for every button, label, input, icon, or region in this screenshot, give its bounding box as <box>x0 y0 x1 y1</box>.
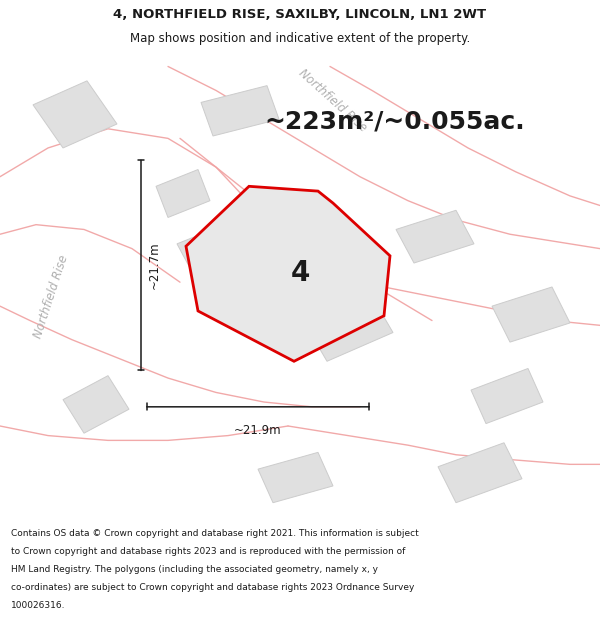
Text: ~21.9m: ~21.9m <box>234 424 282 437</box>
Polygon shape <box>438 442 522 503</box>
Text: 4: 4 <box>290 259 310 287</box>
Polygon shape <box>63 376 129 433</box>
Polygon shape <box>306 297 393 361</box>
Text: Northfield Rise: Northfield Rise <box>296 66 370 134</box>
Polygon shape <box>471 369 543 424</box>
Text: 100026316.: 100026316. <box>11 601 65 610</box>
Polygon shape <box>396 210 474 263</box>
Text: ~21.7m: ~21.7m <box>148 242 161 289</box>
Polygon shape <box>177 220 255 278</box>
Text: co-ordinates) are subject to Crown copyright and database rights 2023 Ordnance S: co-ordinates) are subject to Crown copyr… <box>11 583 414 592</box>
Polygon shape <box>492 287 570 342</box>
Text: Northfield Rise: Northfield Rise <box>31 253 71 340</box>
Polygon shape <box>258 452 333 503</box>
Polygon shape <box>186 186 390 361</box>
Text: Contains OS data © Crown copyright and database right 2021. This information is : Contains OS data © Crown copyright and d… <box>11 529 419 538</box>
Text: to Crown copyright and database rights 2023 and is reproduced with the permissio: to Crown copyright and database rights 2… <box>11 547 405 556</box>
Text: 4, NORTHFIELD RISE, SAXILBY, LINCOLN, LN1 2WT: 4, NORTHFIELD RISE, SAXILBY, LINCOLN, LN… <box>113 9 487 21</box>
Text: ~223m²/~0.055ac.: ~223m²/~0.055ac. <box>264 109 524 134</box>
Polygon shape <box>156 169 210 217</box>
Text: HM Land Registry. The polygons (including the associated geometry, namely x, y: HM Land Registry. The polygons (includin… <box>11 565 378 574</box>
Text: Map shows position and indicative extent of the property.: Map shows position and indicative extent… <box>130 32 470 45</box>
Polygon shape <box>201 86 279 136</box>
Polygon shape <box>33 81 117 148</box>
